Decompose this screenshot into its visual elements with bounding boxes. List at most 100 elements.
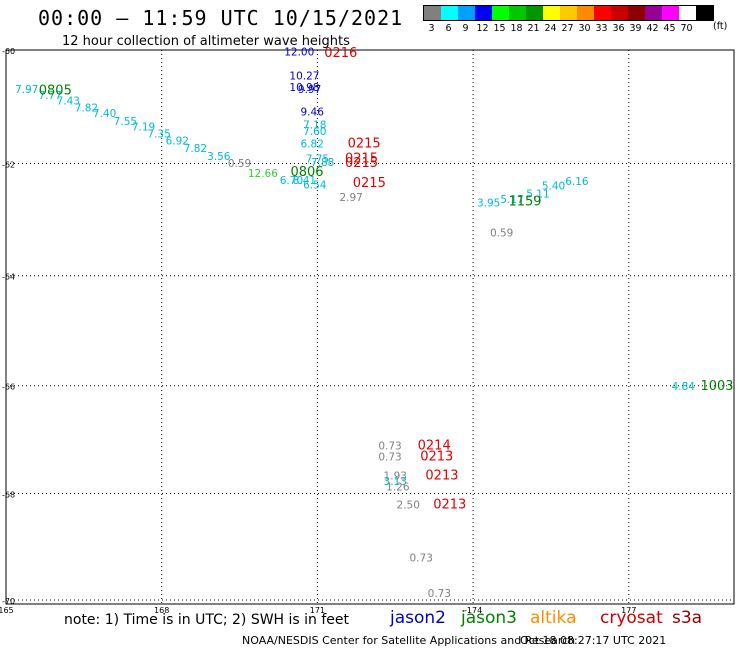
swh-value-label: 7.82: [184, 143, 207, 155]
longitude-tick-label: 171: [310, 606, 325, 615]
pass-time-label: 0213: [425, 469, 458, 484]
swh-value-label: 7.97: [15, 84, 38, 96]
generation-timestamp: Oct 18 08:27:17 UTC 2021: [520, 634, 667, 647]
pass-time-label: 0806: [290, 165, 323, 180]
swh-value-label: 12.66: [248, 168, 278, 180]
swh-value-label: 7.60: [303, 126, 326, 138]
pass-time-label: 1003: [700, 379, 733, 394]
swh-value-label: 7.18: [303, 119, 326, 131]
legend-swatch: [645, 6, 662, 20]
latitude-tick-label: -62: [2, 161, 15, 170]
legend-value-label: 24: [544, 23, 557, 34]
swh-value-label: 3.56: [207, 151, 231, 163]
pass-time-label: 0215: [345, 151, 378, 166]
pass-time-label: 0216: [324, 46, 357, 61]
pass-time-label: 0213: [420, 449, 453, 464]
legend-swatch: [458, 6, 475, 20]
legend-value-label: 6: [445, 23, 452, 34]
swh-value-label: 0.73: [410, 553, 433, 565]
pass-time-label: 0215: [348, 137, 381, 152]
longitude-tick-label: -174: [464, 606, 482, 615]
swh-value-label: 10.98: [289, 82, 319, 94]
swh-value-label: 6.70: [280, 175, 303, 187]
credit-text: NOAA/NESDIS Center for Satellite Applica…: [242, 634, 576, 647]
legend-value-label: 42: [646, 23, 659, 34]
legend-swatch: [628, 6, 645, 20]
legend-value-labels: 3 6 9 12 15 18 21 24 27 30 33 36 39 42 45 70: [423, 23, 714, 34]
swh-value-label: 1.93: [384, 471, 407, 483]
swh-value-label: 6.16: [565, 176, 589, 188]
swh-value-label: 6.92: [166, 135, 189, 147]
pass-time-label: 1159: [508, 194, 541, 209]
map-title: 00:00 – 11:59 UTC 10/15/2021: [38, 6, 404, 30]
swh-value-label: 2.50: [397, 499, 420, 511]
legend-value-label: 27: [561, 23, 574, 34]
swh-value-label: 7.55: [114, 116, 137, 128]
legend-swatch: [475, 6, 492, 20]
swh-value-label: 7.82: [75, 102, 98, 114]
pass-time-label: 0215: [353, 176, 386, 191]
latitude-tick-label: -68: [2, 491, 15, 500]
swh-value-label: 7.43: [57, 96, 80, 108]
swh-value-label: 7.88: [311, 157, 334, 169]
longitude-tick-label: 165: [0, 606, 14, 615]
legend-value-label: 9: [462, 23, 469, 34]
legend-color-bar: [423, 5, 714, 21]
swh-value-label: 7.77: [38, 90, 61, 102]
swh-value-label: 4.84: [672, 381, 696, 393]
pass-time-label: 0214: [418, 439, 451, 454]
legend-swatch: [662, 6, 679, 20]
legend-swatch: [594, 6, 611, 20]
pass-time-label: 0213: [433, 497, 466, 512]
latitude-tick-label: -60: [2, 47, 15, 56]
swh-value-label: 1.26: [386, 481, 410, 493]
pass-time-label: 0805: [39, 83, 72, 98]
legend-swatch: [509, 6, 526, 20]
legend-swatch: [679, 6, 696, 20]
mission-label-s3a: s3a: [672, 608, 703, 628]
legend-value-label: 15: [493, 23, 506, 34]
legend-swatch: [696, 6, 713, 20]
legend-swatch: [611, 6, 628, 20]
mission-label-altika: altika: [530, 608, 577, 628]
legend-value-label: 39: [629, 23, 642, 34]
legend-value-label: 33: [595, 23, 608, 34]
mission-label-jason3: jason3: [461, 608, 517, 628]
swh-value-label: 0.73: [428, 588, 451, 600]
latitude-tick-label: -66: [2, 383, 15, 392]
legend-value-label: 45: [663, 23, 676, 34]
legend-unit-label: (ft): [713, 21, 728, 32]
legend-value-label: 30: [578, 23, 591, 34]
latitude-tick-label: -70: [2, 597, 15, 606]
swh-value-label: 5.17: [500, 194, 523, 206]
footer-note: note: 1) Time is in UTC; 2) SWH is in fe…: [64, 612, 350, 628]
wave-height-color-legend: 3 6 9 12 15 18 21 24 27 30 33 36 39 42 45 70: [423, 5, 714, 34]
longitude-tick-label: 177: [621, 606, 636, 615]
swh-value-label: 3.13: [384, 476, 407, 488]
swh-value-label: 3.95: [477, 197, 500, 209]
map-subtitle: 12 hour collection of altimeter wave hei…: [62, 34, 350, 49]
legend-value-label: 18: [510, 23, 523, 34]
swh-value-label: 8.41: [293, 175, 316, 187]
legend-value-label: 12: [476, 23, 489, 34]
map-frame: [5, 49, 735, 605]
swh-value-label: 5.40: [542, 180, 565, 192]
swh-value-label: 0.59: [228, 158, 251, 170]
swh-value-label: 6.82: [301, 139, 324, 151]
legend-swatch: [526, 6, 543, 20]
legend-value-label: 21: [527, 23, 540, 34]
swh-value-label: 0.73: [378, 441, 401, 453]
swh-value-label: 0.59: [490, 228, 513, 240]
latitude-tick-label: -64: [2, 273, 15, 282]
legend-value-label: 70: [680, 23, 693, 34]
swh-value-label: 0.73: [378, 451, 401, 463]
swh-value-label: 12.00: [284, 47, 314, 59]
mission-label-jason2: jason2: [390, 608, 446, 628]
swh-value-label: 2.97: [339, 192, 362, 204]
longitude-tick-label: 168: [154, 606, 169, 615]
swh-value-label: 9.46: [301, 106, 325, 118]
legend-swatch: [441, 6, 458, 20]
legend-value-label: 36: [612, 23, 625, 34]
swh-value-label: 5.11: [526, 188, 549, 200]
